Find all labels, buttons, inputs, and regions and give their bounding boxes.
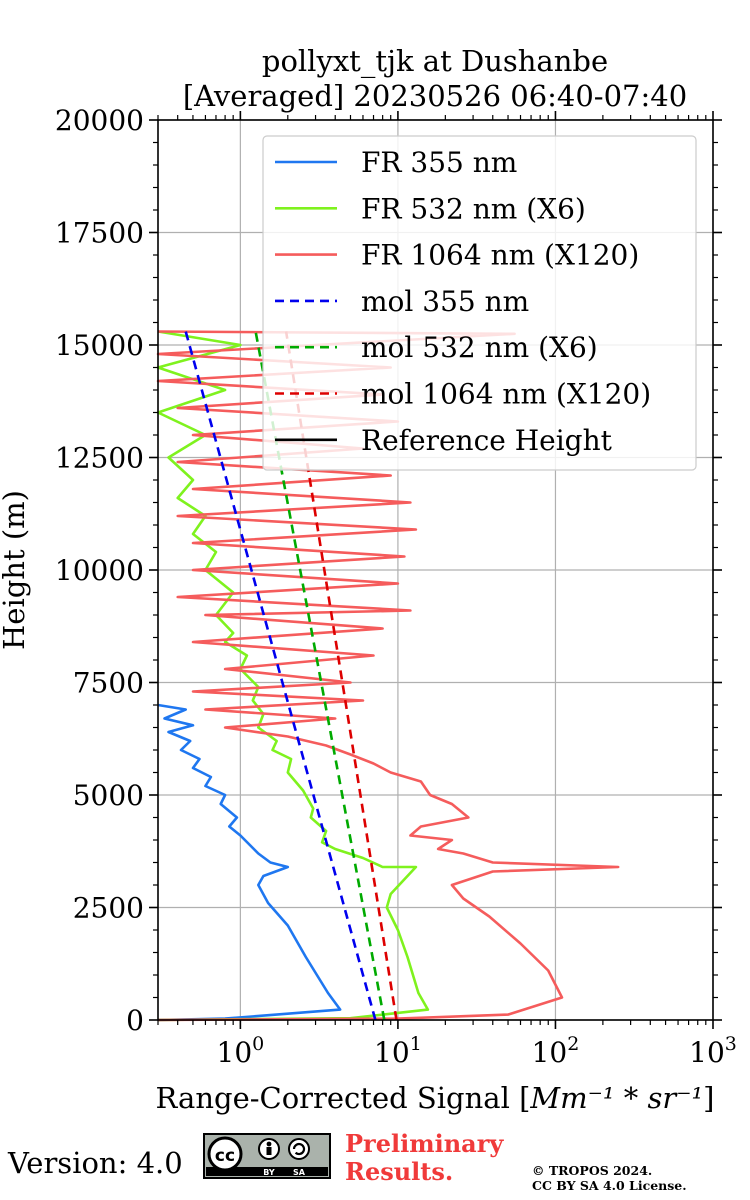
y-tick-label: 20000: [55, 104, 144, 137]
x-axis-label-unit: Mm⁻¹ * sr⁻¹: [529, 1081, 703, 1115]
y-tick-label: 7500: [73, 667, 144, 700]
x-tick-label: 103: [689, 1033, 737, 1069]
copyright-line2: CC BY SA 4.0 License.: [532, 1178, 687, 1193]
series-line: [156, 330, 620, 1022]
legend-box: [262, 135, 697, 471]
legend: FR 355 nm FR 532 nm (X6) FR 1064 nm (X120)…: [262, 135, 697, 471]
chart-title-line2: [Averaged] 20230526 06:40-07:40: [183, 79, 687, 113]
y-tick-label: 5000: [73, 779, 144, 812]
cc-license-badge: cc BY SA: [203, 1133, 331, 1179]
y-tick-label: 10000: [55, 554, 144, 587]
x-tick-label: 100: [217, 1033, 265, 1069]
copyright-notice: © TROPOS 2024. CC BY SA 4.0 License.: [532, 1163, 687, 1193]
y-tick-label: 12500: [55, 442, 144, 475]
by-label: BY: [263, 1168, 275, 1177]
copyright-line1: © TROPOS 2024.: [532, 1163, 653, 1178]
y-tick-labels: 0 2500 5000 7500 10000 12500 15000 17500 20000: [55, 104, 144, 1037]
legend-label: FR 532 nm (X6): [361, 192, 586, 225]
series-line: [254, 331, 386, 1021]
series-line: [284, 331, 398, 1021]
series-line: [157, 703, 342, 1022]
preliminary-line1: Preliminary: [345, 1129, 504, 1158]
cc-icon: cc: [215, 1146, 235, 1166]
x-tick-label: 101: [374, 1033, 422, 1069]
legend-label: Reference Height: [361, 424, 613, 457]
preliminary-notice: Preliminary Results.: [345, 1130, 503, 1186]
legend-label: mol 355 nm: [361, 285, 529, 318]
by-person-icon: [266, 1141, 272, 1147]
y-tick-label: 2500: [73, 892, 144, 925]
x-axis-label-close: ]: [703, 1081, 714, 1115]
x-tick-label: 102: [532, 1033, 580, 1069]
plot-series: [156, 330, 620, 1022]
y-tick-label: 17500: [55, 217, 144, 250]
version-label: Version: 4.0: [8, 1146, 183, 1180]
legend-label: mol 532 nm (X6): [361, 331, 598, 364]
x-tick-labels: 100 101 102 103: [217, 1033, 737, 1069]
x-axis-label-main: Range-Corrected Signal [: [156, 1081, 531, 1115]
preliminary-line2: Results.: [345, 1157, 454, 1186]
axis-ticks: [149, 111, 722, 1029]
sa-share-icon: [288, 1138, 310, 1160]
lidar-chart: pollyxt_tjk at Dushanbe [Averaged] 20230…: [0, 44, 737, 1115]
y-tick-label: 15000: [55, 329, 144, 362]
series-line: [156, 330, 430, 1022]
x-axis-label: Range-Corrected Signal [Mm⁻¹ * sr⁻¹]: [156, 1081, 715, 1115]
chart-title-line1: pollyxt_tjk at Dushanbe: [262, 44, 608, 79]
legend-label: mol 1064 nm (X120): [361, 378, 651, 411]
legend-label: FR 1064 nm (X120): [361, 239, 639, 272]
y-tick-label: 0: [126, 1004, 144, 1037]
sa-label: SA: [293, 1168, 306, 1177]
y-axis-label: Height (m): [0, 490, 31, 650]
legend-label: FR 355 nm: [361, 146, 517, 179]
